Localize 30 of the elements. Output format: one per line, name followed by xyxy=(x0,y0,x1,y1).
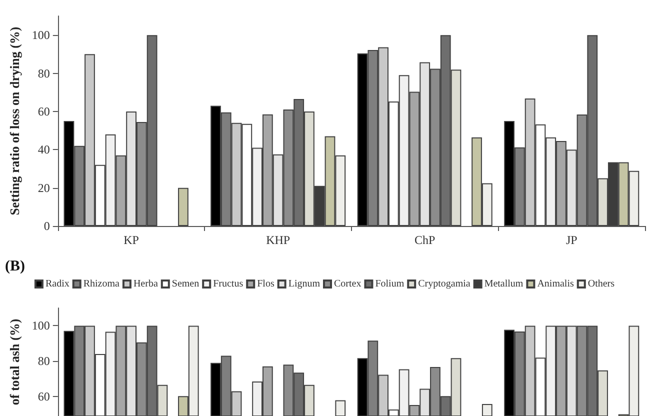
legend-label: Radix xyxy=(45,278,70,290)
y-tick-label: 40 xyxy=(38,142,50,157)
legend-label: Others xyxy=(588,278,615,290)
legend-label: Lignum xyxy=(288,278,320,290)
chart-title: (B) xyxy=(5,258,25,274)
legend-label: Animalis xyxy=(537,278,574,290)
y-tick-label: 80 xyxy=(38,354,50,368)
y-tick-label: 100 xyxy=(32,28,50,42)
x-tick-label: KHP xyxy=(266,233,290,247)
y-tick-label: 60 xyxy=(38,104,50,118)
legend-label: Rhizoma xyxy=(83,278,120,290)
x-tick-label: ChP xyxy=(414,233,436,247)
legend-label: Cortex xyxy=(334,278,362,290)
y-axis-title: of total ash (%) xyxy=(7,318,22,406)
y-tick-label: 100 xyxy=(32,318,50,333)
legend-label: Folium xyxy=(375,278,404,290)
x-tick-label: JP xyxy=(566,233,578,247)
legend-label: Flos xyxy=(257,278,274,290)
y-tick-label: 80 xyxy=(38,66,50,80)
y-tick-label: 60 xyxy=(38,390,50,404)
legend-label: Metallum xyxy=(484,278,524,290)
legend-label: Herba xyxy=(133,278,158,290)
legend-label: Fructus xyxy=(213,278,244,290)
y-tick-label: 0 xyxy=(44,219,50,233)
y-axis-title: Setting ratio of loss on drying (%) xyxy=(7,26,22,216)
x-tick-label: KP xyxy=(124,233,140,247)
legend-label: Cryptogamia xyxy=(418,278,471,290)
y-tick-label: 20 xyxy=(38,180,50,195)
legend-label: Semen xyxy=(172,278,200,290)
bar xyxy=(178,188,188,226)
